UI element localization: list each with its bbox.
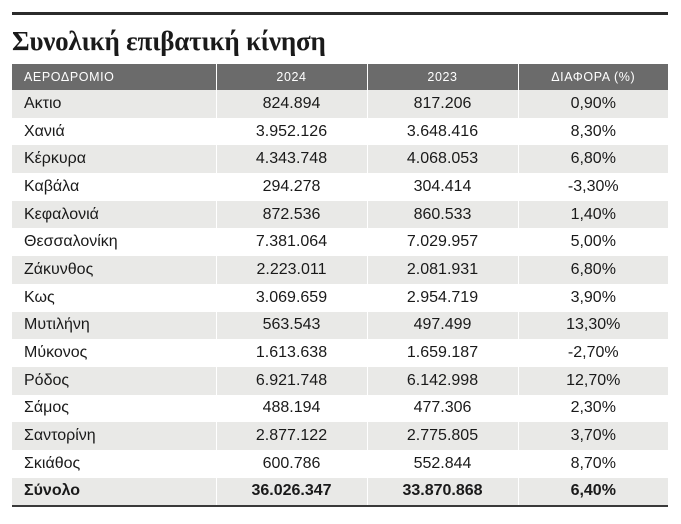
column-header-2024: 2024	[216, 64, 368, 90]
cell-2023: 817.206	[367, 90, 519, 118]
cell-difference: 12,70%	[518, 366, 668, 395]
top-rule	[12, 12, 668, 15]
cell-airport: Σκιάθος	[12, 449, 217, 478]
cell-difference: 2,30%	[518, 394, 668, 423]
cell-airport: Καβάλα	[12, 173, 217, 201]
cell-airport: Χανιά	[12, 117, 217, 146]
cell-2023: 860.533	[367, 200, 519, 229]
column-header-2023: 2023	[367, 64, 519, 90]
table-header-row: ΑΕΡΟΔΡΟΜΙΟ 2024 2023 ΔΙΑΦΟΡΑ (%)	[12, 64, 668, 90]
table-row: Μυτιλήνη 563.543 497.499 13,30%	[12, 311, 668, 340]
cell-2023: 4.068.053	[367, 145, 519, 174]
cell-airport: Μυτιλήνη	[12, 311, 217, 340]
cell-airport: Κεφαλονιά	[12, 200, 217, 229]
cell-2023: 477.306	[367, 394, 519, 423]
cell-2023: 6.142.998	[367, 366, 519, 395]
table-row: Κέρκυρα 4.343.748 4.068.053 6,80%	[12, 145, 668, 174]
cell-airport: Ζάκυνθος	[12, 256, 217, 284]
cell-difference: -2,70%	[518, 339, 668, 367]
total-cell-airport: Σύνολο	[12, 477, 217, 508]
cell-2023: 2.775.805	[367, 422, 519, 450]
cell-difference: 0,90%	[518, 90, 668, 118]
total-cell-difference: 6,40%	[518, 477, 668, 508]
cell-difference: 3,90%	[518, 283, 668, 312]
cell-2024: 824.894	[216, 90, 368, 118]
cell-2024: 4.343.748	[216, 145, 368, 174]
cell-difference: 6,80%	[518, 256, 668, 284]
total-cell-2024: 36.026.347	[216, 477, 368, 508]
page-title: Συνολική επιβατική κίνηση	[12, 26, 326, 56]
cell-airport: Σαντορίνη	[12, 422, 217, 450]
cell-2023: 3.648.416	[367, 117, 519, 146]
cell-2023: 2.954.719	[367, 283, 519, 312]
cell-difference: 13,30%	[518, 311, 668, 340]
table-row: Σκιάθος 600.786 552.844 8,70%	[12, 449, 668, 478]
cell-2024: 600.786	[216, 449, 368, 478]
cell-2023: 497.499	[367, 311, 519, 340]
cell-2024: 294.278	[216, 173, 368, 201]
table-row: Χανιά 3.952.126 3.648.416 8,30%	[12, 117, 668, 146]
table-row: Κως 3.069.659 2.954.719 3,90%	[12, 283, 668, 312]
cell-2024: 2.877.122	[216, 422, 368, 450]
cell-2024: 3.069.659	[216, 283, 368, 312]
cell-difference: 8,30%	[518, 117, 668, 146]
cell-2024: 872.536	[216, 200, 368, 229]
table-row: Σαντορίνη 2.877.122 2.775.805 3,70%	[12, 422, 668, 450]
cell-2024: 7.381.064	[216, 228, 368, 257]
table-row: Κεφαλονιά 872.536 860.533 1,40%	[12, 200, 668, 229]
cell-airport: Κέρκυρα	[12, 145, 217, 174]
passenger-traffic-table: ΑΕΡΟΔΡΟΜΙΟ 2024 2023 ΔΙΑΦΟΡΑ (%) Ακτιο 82…	[12, 64, 668, 508]
cell-2024: 488.194	[216, 394, 368, 423]
cell-2023: 7.029.957	[367, 228, 519, 257]
cell-2023: 2.081.931	[367, 256, 519, 284]
cell-difference: 6,80%	[518, 145, 668, 174]
table-body: Ακτιο 824.894 817.206 0,90% Χανιά 3.952.126 3.…	[12, 90, 668, 508]
table-total-row: Σύνολο 36.026.347 33.870.868 6,40%	[12, 477, 668, 508]
cell-2024: 3.952.126	[216, 117, 368, 146]
column-header-difference: ΔΙΑΦΟΡΑ (%)	[518, 64, 668, 90]
cell-airport: Ρόδος	[12, 366, 217, 395]
table-row: Μύκονος 1.613.638 1.659.187 -2,70%	[12, 339, 668, 367]
total-cell-2023: 33.870.868	[367, 477, 519, 508]
table-row: Ρόδος 6.921.748 6.142.998 12,70%	[12, 366, 668, 395]
cell-2023: 304.414	[367, 173, 519, 201]
cell-difference: 3,70%	[518, 422, 668, 450]
cell-2023: 552.844	[367, 449, 519, 478]
table-row: Ακτιο 824.894 817.206 0,90%	[12, 90, 668, 118]
cell-airport: Θεσσαλονίκη	[12, 228, 217, 257]
table-row: Καβάλα 294.278 304.414 -3,30%	[12, 173, 668, 201]
table-row: Σάμος 488.194 477.306 2,30%	[12, 394, 668, 423]
cell-2024: 563.543	[216, 311, 368, 340]
cell-2024: 2.223.011	[216, 256, 368, 284]
cell-2024: 1.613.638	[216, 339, 368, 367]
column-header-airport: ΑΕΡΟΔΡΟΜΙΟ	[12, 64, 217, 90]
cell-difference: -3,30%	[518, 173, 668, 201]
cell-airport: Σάμος	[12, 394, 217, 423]
cell-2023: 1.659.187	[367, 339, 519, 367]
cell-airport: Ακτιο	[12, 90, 217, 118]
cell-difference: 8,70%	[518, 449, 668, 478]
table-row: Ζάκυνθος 2.223.011 2.081.931 6,80%	[12, 256, 668, 284]
cell-2024: 6.921.748	[216, 366, 368, 395]
cell-difference: 1,40%	[518, 200, 668, 229]
cell-airport: Κως	[12, 283, 217, 312]
cell-airport: Μύκονος	[12, 339, 217, 367]
table-row: Θεσσαλονίκη 7.381.064 7.029.957 5,00%	[12, 228, 668, 257]
cell-difference: 5,00%	[518, 228, 668, 257]
